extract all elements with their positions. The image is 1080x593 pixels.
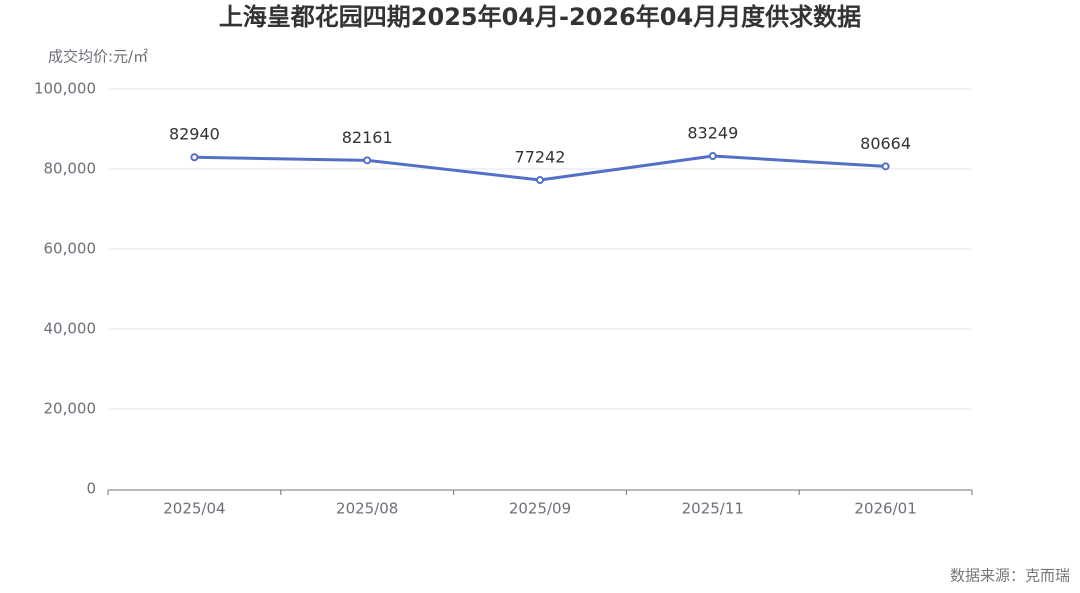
y-tick-label: 20,000 <box>44 400 97 418</box>
data-label: 77242 <box>515 148 566 167</box>
data-label: 82161 <box>342 128 393 147</box>
y-tick-label: 40,000 <box>44 320 97 338</box>
y-tick-label: 0 <box>86 480 96 498</box>
point <box>708 152 717 161</box>
data-label: 82940 <box>169 125 220 144</box>
y-tick-label: 80,000 <box>44 160 97 178</box>
source: 数据来源：克而瑞 <box>950 567 1070 585</box>
y-tick-label: 60,000 <box>44 240 97 258</box>
point <box>363 156 372 165</box>
data-label: 80664 <box>860 134 911 153</box>
x-tick-label: 2026/01 <box>854 500 916 518</box>
x-tick-label: 2025/08 <box>336 500 398 518</box>
point <box>536 176 544 185</box>
y-axis-label: 成交均价:元/㎡ <box>48 48 148 66</box>
x-tick-label: 2025/04 <box>163 500 225 518</box>
data-label: 83249 <box>687 124 738 143</box>
point <box>190 153 199 162</box>
x-tick-label: 2025/11 <box>682 500 744 518</box>
x-tick-label: 2025/09 <box>509 500 571 518</box>
point <box>881 162 890 171</box>
chart-title: 上海皇都花园四期2025年04月-2026年04月月度供求数据 <box>219 3 861 31</box>
y-tick-label: 100,000 <box>34 80 96 98</box>
